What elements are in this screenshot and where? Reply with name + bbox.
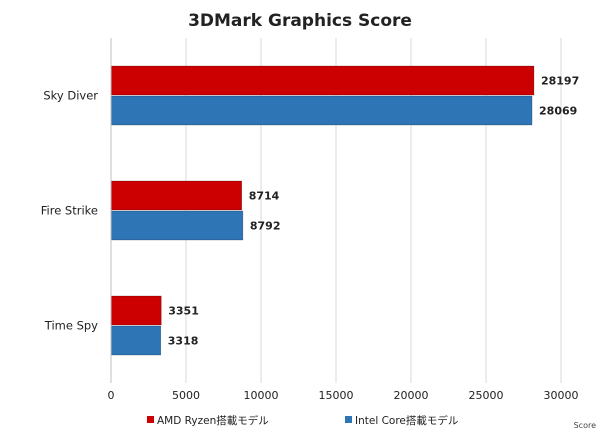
x-tick-label: 10000 (244, 389, 279, 402)
bar (110, 180, 243, 211)
data-label: 8792 (250, 220, 281, 233)
bar (110, 65, 535, 96)
legend: AMD Ryzen搭載モデル Intel Core搭載モデル (147, 414, 458, 427)
bar (110, 325, 162, 356)
legend-label: Intel Core搭載モデル (355, 414, 458, 427)
x-tick-label: 5000 (172, 389, 200, 402)
x-tick-label: 15000 (319, 389, 354, 402)
legend-swatch (147, 416, 154, 423)
bar (110, 295, 162, 326)
data-label: 3351 (168, 305, 199, 318)
axes: 0 5000 10000 15000 20000 25000 30000 Sky Diver F… (41, 38, 579, 402)
y-category-label: Sky Diver (43, 89, 98, 103)
x-tick-label: 0 (108, 389, 115, 402)
bar (110, 95, 533, 126)
bar (110, 210, 244, 241)
legend-label: AMD Ryzen搭載モデル (157, 414, 269, 427)
data-label: 8714 (249, 190, 280, 203)
x-tick-label: 20000 (394, 389, 429, 402)
x-axis-title: Score (574, 421, 596, 430)
x-tick-label: 30000 (544, 389, 579, 402)
y-category-label: Time Spy (44, 319, 98, 333)
chart-title: 3DMark Graphics Score (188, 11, 412, 31)
x-tick-label: 25000 (469, 389, 504, 402)
data-label: 28069 (539, 105, 577, 118)
legend-swatch (345, 416, 352, 423)
y-category-label: Fire Strike (41, 204, 98, 218)
bars: 28197 28069 8714 8792 3351 3318 (110, 65, 579, 356)
data-label: 3318 (168, 335, 199, 348)
data-label: 28197 (541, 75, 579, 88)
grid (185, 38, 562, 383)
